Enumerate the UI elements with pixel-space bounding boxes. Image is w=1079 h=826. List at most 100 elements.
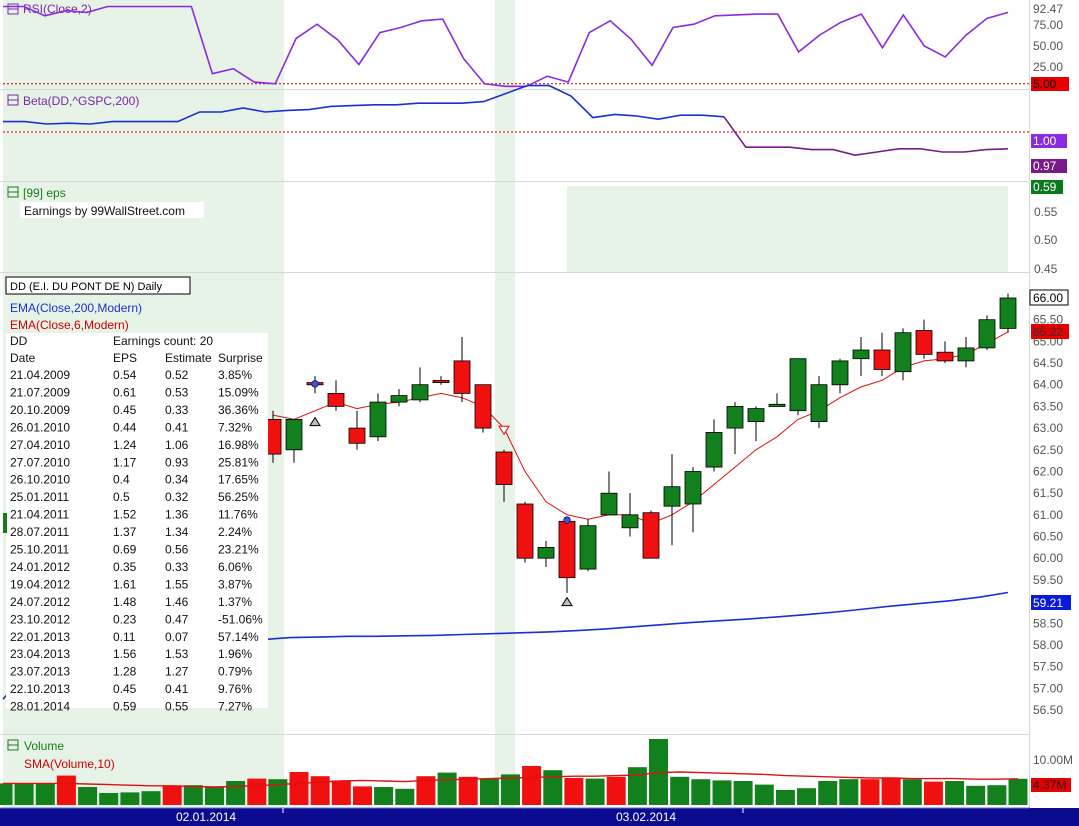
candle — [495, 449, 513, 502]
volume-bar — [268, 779, 288, 805]
candle — [747, 406, 765, 442]
price-tick-label: 61.50 — [1033, 486, 1063, 500]
rsi-level-value: 5.00 — [1033, 77, 1057, 91]
candle — [537, 540, 555, 567]
earnings-table-cell: 0.44 — [113, 420, 137, 434]
eps-last-value: 0.59 — [1033, 180, 1057, 194]
price-tick-label: 57.00 — [1033, 681, 1063, 695]
volume-bar — [99, 793, 119, 805]
price-tick-label: 63.50 — [1033, 399, 1063, 413]
earnings-column-header: EPS — [113, 351, 137, 365]
volume-bar — [395, 788, 415, 805]
candle — [327, 380, 345, 411]
rsi-panel: RSI(Close,2) 25.00 50.00 75.00 92.47 5.00 — [3, 2, 1071, 91]
volume-bar — [14, 783, 34, 805]
time-axis-label: 03.02.2014 — [616, 810, 676, 824]
rsi-last-value: 92.47 — [1033, 2, 1063, 16]
volume-last-badge: 4.37M — [1031, 778, 1071, 792]
earnings-table-background — [6, 333, 268, 708]
earnings-table-cell: 1.53 — [165, 647, 189, 661]
candle — [348, 410, 366, 450]
earnings-table-cell: 0.32 — [165, 490, 189, 504]
ema6-last-value: 65.22 — [1033, 325, 1063, 339]
volume-bar — [353, 786, 372, 805]
volume-bar — [797, 788, 816, 805]
earnings-table-cell: 56.25% — [218, 490, 259, 504]
rsi-level-badge: 5.00 — [1031, 77, 1069, 91]
earnings-table-cell: 0.4 — [113, 473, 130, 487]
volume-bar — [839, 779, 859, 805]
earnings-table-cell: 57.14% — [218, 630, 259, 644]
earnings-table-cell: 1.96% — [218, 647, 252, 661]
earnings-table-cell: 7.27% — [218, 700, 252, 714]
time-axis: 02.01.2014 03.02.2014 — [0, 807, 1079, 826]
earnings-table-cell: 16.98% — [218, 438, 259, 452]
volume-bar — [606, 776, 626, 805]
volume-bar — [141, 791, 161, 805]
earnings-table-cell: 0.55 — [165, 700, 189, 714]
earnings-table-cell: 1.24 — [113, 438, 137, 452]
candle — [873, 332, 891, 377]
ema6-badge: 65.22 — [1031, 324, 1069, 339]
candle — [726, 402, 744, 455]
volume-sma-title: SMA(Volume,10) — [24, 757, 115, 771]
candle — [558, 519, 576, 593]
earnings-table-cell: 26.01.2010 — [10, 420, 70, 434]
volume-bar — [35, 784, 55, 805]
earnings-table-cell: 0.59 — [113, 700, 137, 714]
earnings-table-cell: 0.23 — [113, 612, 137, 626]
volume-tick: 10.00M — [1033, 753, 1073, 767]
price-tick-label: 62.50 — [1033, 443, 1063, 457]
volume-bar — [120, 792, 140, 805]
earnings-table-cell: 1.55 — [165, 577, 189, 591]
price-last-value: 66.00 — [1033, 291, 1063, 305]
candle — [453, 337, 471, 403]
candle — [285, 418, 303, 463]
price-tick-label: 60.50 — [1033, 530, 1063, 544]
earnings-table-cell: 2.24% — [218, 525, 252, 539]
volume-panel: Volume SMA(Volume,10) 10.00M 4.37M — [0, 739, 1073, 805]
price-tick-label: 58.00 — [1033, 638, 1063, 652]
earnings-table-cell: 21.04.2011 — [10, 508, 69, 522]
candle — [642, 510, 660, 559]
signal-circle-icon — [311, 380, 319, 388]
earnings-table-cell: 1.61 — [113, 577, 137, 591]
volume-bar — [543, 770, 563, 805]
earnings-table-cell: 0.07 — [165, 630, 189, 644]
volume-last-value: 4.37M — [1033, 778, 1066, 792]
earnings-table-cell: 0.61 — [113, 385, 137, 399]
candle — [915, 319, 933, 359]
volume-bar — [923, 781, 943, 805]
volume-bar — [902, 779, 922, 805]
earnings-table-cell: 0.11 — [113, 630, 136, 644]
earnings-table-cell: 1.27 — [165, 665, 189, 679]
volume-bar — [564, 778, 584, 805]
volume-bar — [374, 787, 394, 805]
legend-ema6: EMA(Close,6,Modern) — [10, 318, 129, 332]
candle — [390, 389, 408, 407]
candle — [432, 376, 450, 385]
volume-bar — [289, 772, 309, 805]
rsi-axis-ticks: 25.00 50.00 75.00 — [1033, 18, 1063, 74]
volume-bar — [945, 781, 965, 805]
earnings-table-cell: 23.07.2013 — [10, 665, 70, 679]
eps-source-note: Earnings by 99WallStreet.com — [24, 204, 185, 218]
earnings-table-cell: 0.34 — [165, 473, 189, 487]
earnings-table-cell: 23.10.2012 — [10, 612, 70, 626]
earnings-table-cell: 1.56 — [113, 647, 137, 661]
earnings-table-cell: 9.76% — [218, 682, 252, 696]
earnings-table-cell: 24.01.2012 — [10, 560, 70, 574]
beta-level-badge: 1.00 — [1031, 134, 1067, 148]
signal-up-triangle-icon — [309, 416, 321, 427]
price-axis-ticks: 56.5057.0057.5058.0058.5059.0059.5060.00… — [1033, 313, 1063, 717]
earnings-table-cell: 19.04.2012 — [10, 577, 70, 591]
earnings-column-header: Date — [10, 351, 36, 365]
volume-bar — [331, 780, 351, 805]
earnings-table-cell: 25.81% — [218, 455, 259, 469]
legend-ema200: EMA(Close,200,Modern) — [10, 301, 142, 315]
earnings-marker — [3, 513, 7, 533]
earnings-table-cell: 3.87% — [218, 577, 252, 591]
eps-last-value-badge: 0.59 — [1031, 180, 1063, 194]
price-tick-label: 56.50 — [1033, 703, 1063, 717]
volume-bar — [691, 779, 711, 805]
